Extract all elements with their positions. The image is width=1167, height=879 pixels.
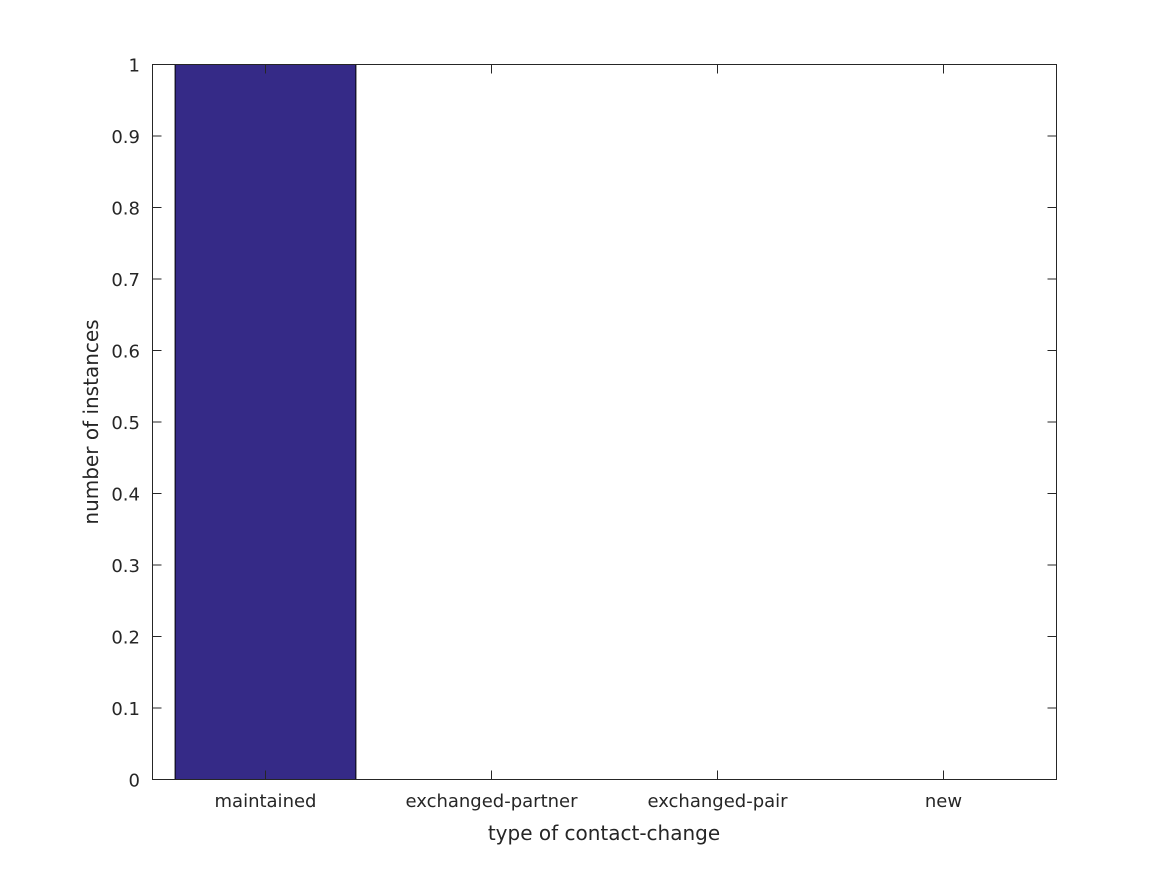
x-tick-label: exchanged-pair — [647, 791, 788, 812]
y-tick-label: 0.3 — [111, 556, 140, 577]
y-tick-label: 0.8 — [111, 199, 140, 220]
x-tick-label: maintained — [215, 791, 317, 812]
y-tick-label: 1 — [129, 56, 140, 77]
y-tick-label: 0 — [129, 771, 140, 792]
y-tick-label: 0.6 — [111, 342, 140, 363]
y-tick-label: 0.2 — [111, 628, 140, 649]
x-axis-label: type of contact-change — [488, 821, 720, 845]
y-tick-label: 0.4 — [111, 485, 140, 506]
bar-maintained — [174, 64, 357, 780]
y-axis-label: number of instances — [79, 319, 103, 524]
y-tick-label: 0.5 — [111, 413, 140, 434]
y-tick-label: 0.1 — [111, 699, 140, 720]
y-tick-label: 0.9 — [111, 127, 140, 148]
x-tick-label: exchanged-partner — [405, 791, 578, 812]
y-tick-label: 0.7 — [111, 270, 140, 291]
x-tick-label: new — [925, 791, 962, 812]
